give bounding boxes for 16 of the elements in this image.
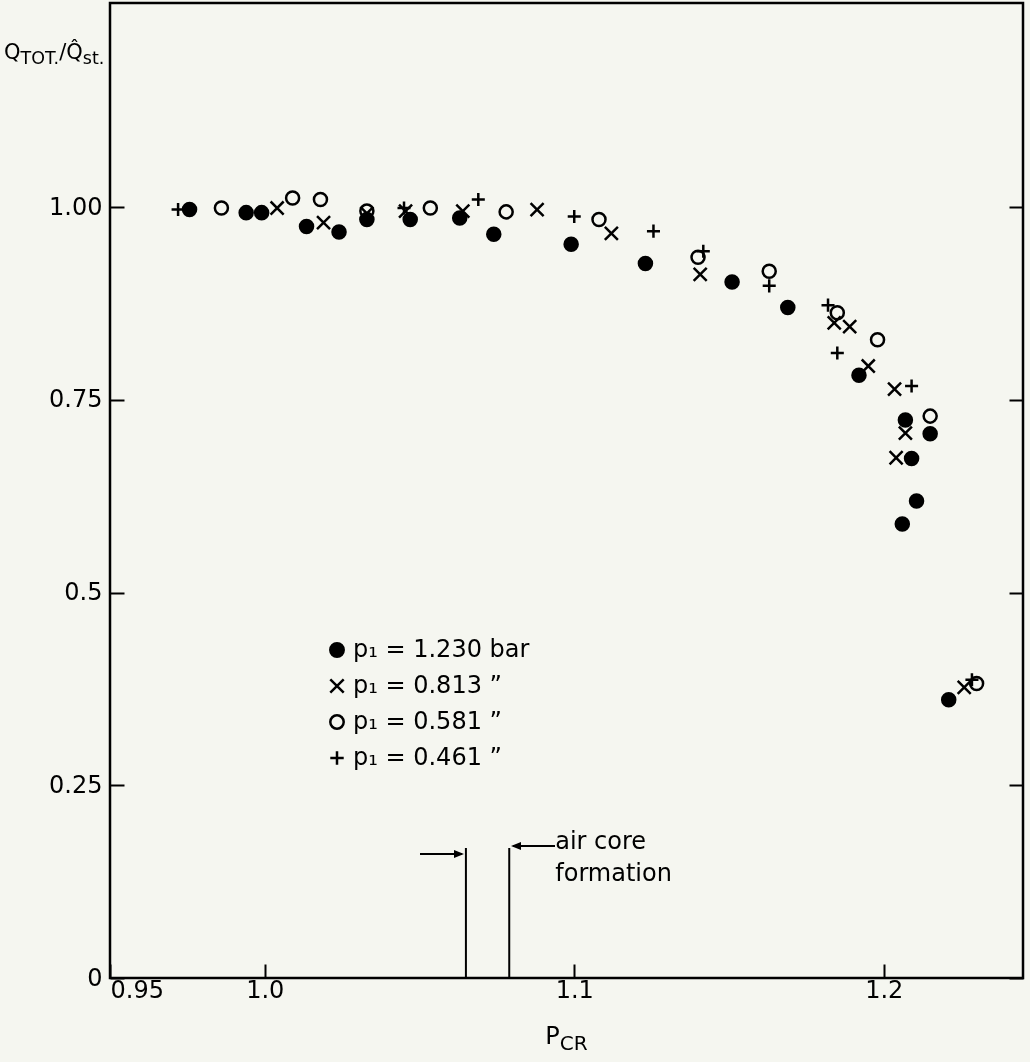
y-tick-label: 0 <box>87 963 103 992</box>
x-tick-label: 1.1 <box>555 975 594 1004</box>
y-tick-label: 1.00 <box>49 192 103 221</box>
y-tick-label: 0.5 <box>64 578 103 607</box>
y-axis-title: Q$_{TOT.}$/Q̂$_{st.}$ <box>4 40 105 69</box>
y-tick-label: 0.25 <box>49 770 103 799</box>
x-tick-label: 1.0 <box>246 975 285 1004</box>
x-tick-label: 1.2 <box>865 975 904 1004</box>
legend-label: p₁ = 0.813 ” <box>353 671 502 699</box>
legend-label: p₁ = 1.230 bar <box>353 635 530 663</box>
x-tick-label: 0.95 <box>110 975 164 1004</box>
legend-label: p₁ = 0.581 ” <box>353 707 502 735</box>
legend-label: p₁ = 0.461 ” <box>353 743 502 771</box>
x-axis-title: P$_{CR}$ <box>544 1022 589 1055</box>
ref-line-label: air core formation <box>555 827 672 887</box>
y-tick-label: 0.75 <box>49 385 103 414</box>
